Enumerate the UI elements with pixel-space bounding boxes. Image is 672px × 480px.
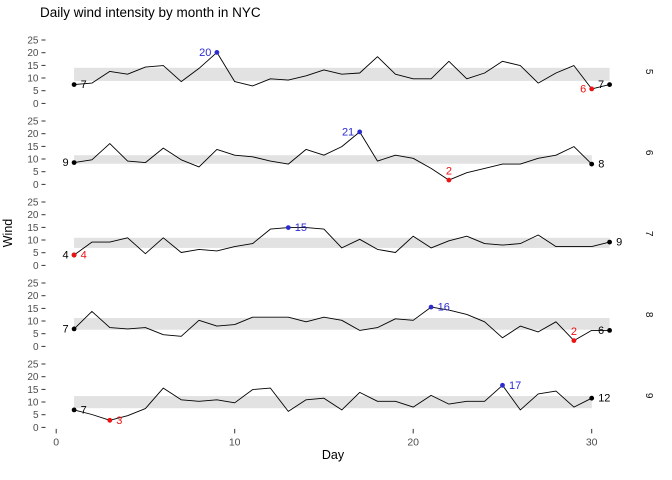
- min-point: [71, 252, 77, 258]
- facet-strip-label: 8: [643, 312, 654, 318]
- y-tick-label: 25: [27, 279, 39, 290]
- max-point: [500, 382, 505, 388]
- end-point: [607, 328, 612, 333]
- min-point: [571, 338, 577, 343]
- min-value-label: 2: [446, 166, 452, 178]
- start-value-label: 7: [62, 323, 68, 335]
- y-tick-label: 25: [27, 117, 39, 128]
- y-tick-label: 25: [27, 36, 39, 47]
- end-value-label: 8: [598, 159, 604, 171]
- facet-strip-label: 7: [643, 231, 654, 237]
- start-point: [71, 326, 77, 332]
- y-tick-label: 20: [27, 210, 39, 221]
- x-axis-title: Day: [321, 448, 345, 462]
- max-point: [357, 129, 363, 135]
- y-tick-label: 5: [33, 248, 39, 259]
- start-value-label: 9: [62, 157, 68, 169]
- y-tick-label: 0: [33, 261, 39, 272]
- y-tick-label: 10: [27, 74, 39, 85]
- y-tick-label: 0: [33, 99, 39, 110]
- end-value-label: 7: [598, 79, 604, 91]
- start-point: [71, 407, 77, 413]
- end-point: [589, 161, 595, 167]
- max-point: [285, 225, 291, 231]
- x-tick-label: 0: [53, 436, 59, 448]
- x-tick-label: 20: [407, 436, 419, 448]
- end-value-label: 9: [616, 237, 622, 249]
- max-value-label: 15: [295, 222, 307, 234]
- iqr-band: [74, 318, 610, 330]
- y-tick-label: 25: [27, 198, 39, 209]
- facet-strip-label: 6: [643, 150, 654, 156]
- y-tick-label: 5: [33, 167, 39, 178]
- y-tick-label: 5: [33, 86, 39, 97]
- end-value-label: 6: [598, 325, 604, 337]
- y-tick-label: 10: [27, 155, 39, 166]
- start-point: [71, 160, 77, 166]
- wind-line: [74, 131, 593, 181]
- end-point: [589, 395, 595, 401]
- iqr-band: [74, 155, 592, 164]
- max-value-label: 21: [342, 126, 354, 138]
- y-tick-label: 15: [27, 385, 39, 396]
- wind-line: [73, 227, 610, 256]
- min-point: [107, 417, 113, 423]
- iqr-band: [74, 396, 592, 409]
- min-point: [446, 177, 452, 183]
- y-tick-label: 5: [33, 329, 39, 340]
- y-tick-label: 10: [27, 398, 39, 409]
- end-value-label: 12: [598, 393, 610, 405]
- min-value-label: 3: [116, 415, 122, 427]
- y-tick-label: 20: [27, 372, 39, 383]
- wind-line: [73, 306, 610, 342]
- facet-strip-label: 5: [643, 69, 654, 75]
- y-tick-label: 20: [27, 291, 39, 302]
- iqr-band: [74, 237, 610, 248]
- chart-title: Daily wind intensity by month in NYC: [40, 5, 261, 20]
- y-tick-label: 0: [33, 180, 39, 191]
- y-tick-label: 15: [27, 304, 39, 315]
- end-point: [607, 239, 612, 245]
- y-tick-label: 0: [33, 423, 39, 434]
- min-value-label: 2: [571, 326, 577, 338]
- x-tick-label: 10: [229, 436, 241, 448]
- min-value-label: 6: [580, 83, 586, 95]
- max-value-label: 16: [438, 302, 450, 314]
- y-tick-label: 0: [33, 342, 39, 353]
- max-point: [428, 304, 434, 310]
- max-point: [214, 50, 220, 55]
- start-value-label: 7: [81, 79, 87, 91]
- y-tick-label: 25: [27, 360, 39, 371]
- facet-strip-label: 9: [643, 393, 654, 399]
- y-tick-label: 5: [33, 410, 39, 421]
- wind-line: [73, 384, 592, 421]
- min-value-label: 4: [81, 250, 87, 262]
- max-value-label: 20: [199, 47, 211, 59]
- start-point: [71, 82, 77, 87]
- y-tick-label: 10: [27, 317, 39, 328]
- x-tick-label: 30: [586, 436, 598, 448]
- y-axis-title: Wind: [1, 218, 16, 248]
- y-tick-label: 20: [27, 48, 39, 59]
- end-point: [607, 82, 612, 87]
- wind-line: [74, 51, 610, 90]
- max-value-label: 17: [509, 380, 521, 392]
- min-point: [589, 86, 595, 92]
- y-tick-label: 15: [27, 61, 39, 72]
- start-value-label: 7: [81, 404, 87, 416]
- start-value-label: 4: [62, 250, 68, 262]
- y-tick-label: 15: [27, 142, 39, 153]
- y-tick-label: 10: [27, 236, 39, 247]
- y-tick-label: 15: [27, 223, 39, 234]
- y-tick-label: 20: [27, 129, 39, 140]
